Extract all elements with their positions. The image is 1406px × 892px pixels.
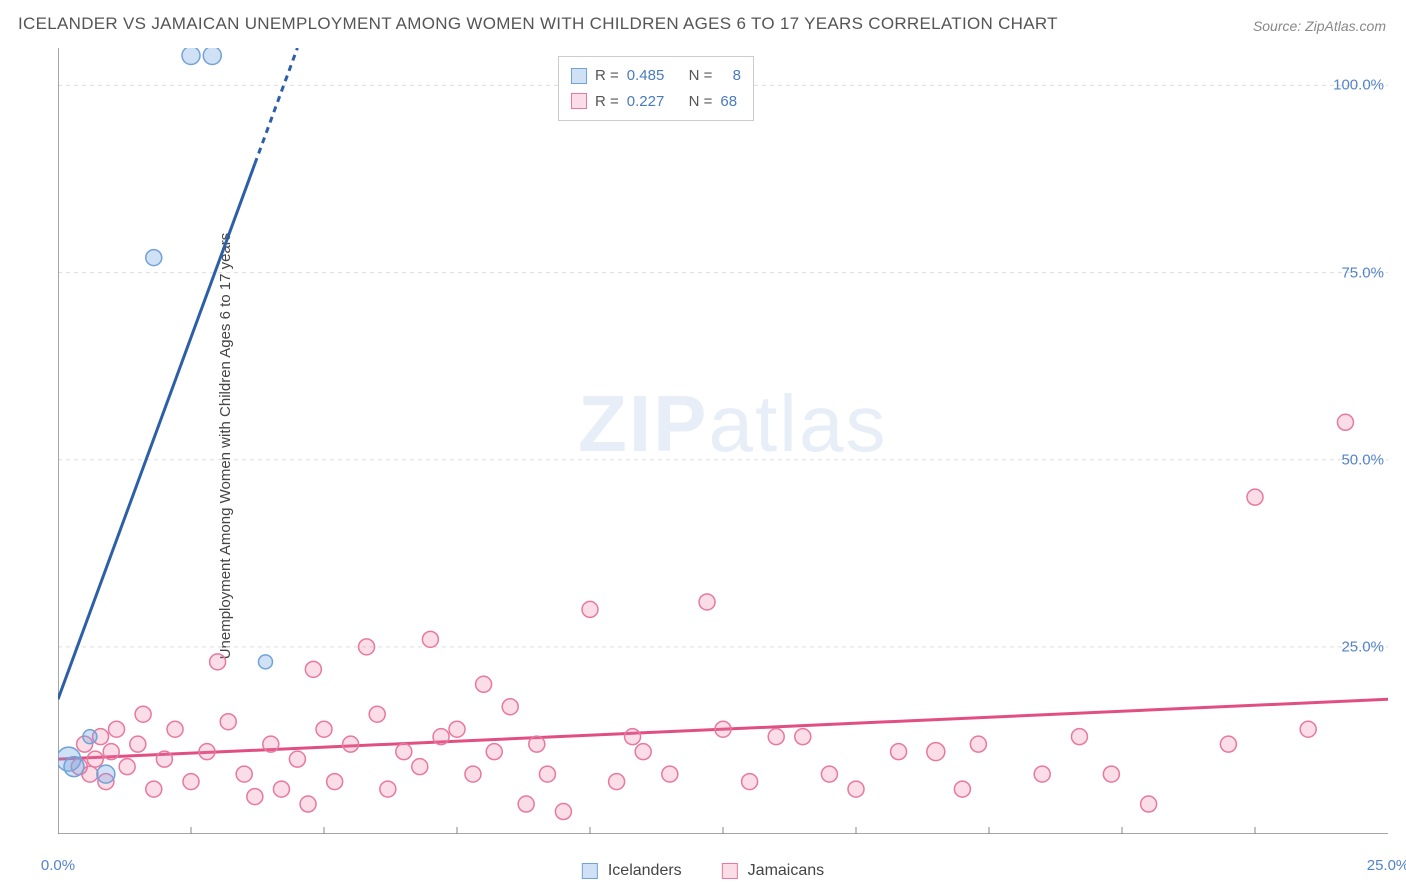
legend-stats-row-icelanders: R = 0.485 N = 8 bbox=[571, 63, 741, 89]
y-tick-label: 50.0% bbox=[1341, 451, 1384, 468]
y-tick-label: 100.0% bbox=[1333, 77, 1384, 94]
legend-bottom: Icelanders Jamaicans bbox=[582, 862, 824, 880]
y-tick-label: 25.0% bbox=[1341, 638, 1384, 655]
r-value-jamaicans: 0.227 bbox=[627, 89, 665, 115]
legend-stats-box: R = 0.485 N = 8 R = 0.227 N = 68 bbox=[558, 56, 754, 121]
x-tick-label: 0.0% bbox=[41, 857, 75, 874]
r-label: R = bbox=[595, 89, 619, 115]
x-tick-label: 25.0% bbox=[1367, 857, 1406, 874]
n-label: N = bbox=[689, 89, 713, 115]
r-label: R = bbox=[595, 63, 619, 89]
legend-label-jamaicans: Jamaicans bbox=[748, 862, 824, 880]
n-value-jamaicans: 68 bbox=[720, 89, 737, 115]
swatch-icelanders bbox=[582, 863, 598, 879]
n-value-icelanders: 8 bbox=[733, 63, 741, 89]
chart-area: ZIPatlas R = 0.485 N = 8 R = 0.227 N = 6… bbox=[58, 48, 1388, 834]
legend-label-icelanders: Icelanders bbox=[608, 862, 682, 880]
legend-item-icelanders: Icelanders bbox=[582, 862, 682, 880]
legend-item-jamaicans: Jamaicans bbox=[722, 862, 824, 880]
swatch-jamaicans bbox=[722, 863, 738, 879]
r-value-icelanders: 0.485 bbox=[627, 63, 665, 89]
y-tick-label: 75.0% bbox=[1341, 264, 1384, 281]
legend-stats-row-jamaicans: R = 0.227 N = 68 bbox=[571, 89, 741, 115]
source-attribution: Source: ZipAtlas.com bbox=[1253, 18, 1386, 34]
scatter-plot-svg bbox=[58, 48, 1388, 834]
chart-title: ICELANDER VS JAMAICAN UNEMPLOYMENT AMONG… bbox=[18, 14, 1058, 34]
n-label: N = bbox=[689, 63, 713, 89]
swatch-icelanders bbox=[571, 68, 587, 84]
swatch-jamaicans bbox=[571, 93, 587, 109]
